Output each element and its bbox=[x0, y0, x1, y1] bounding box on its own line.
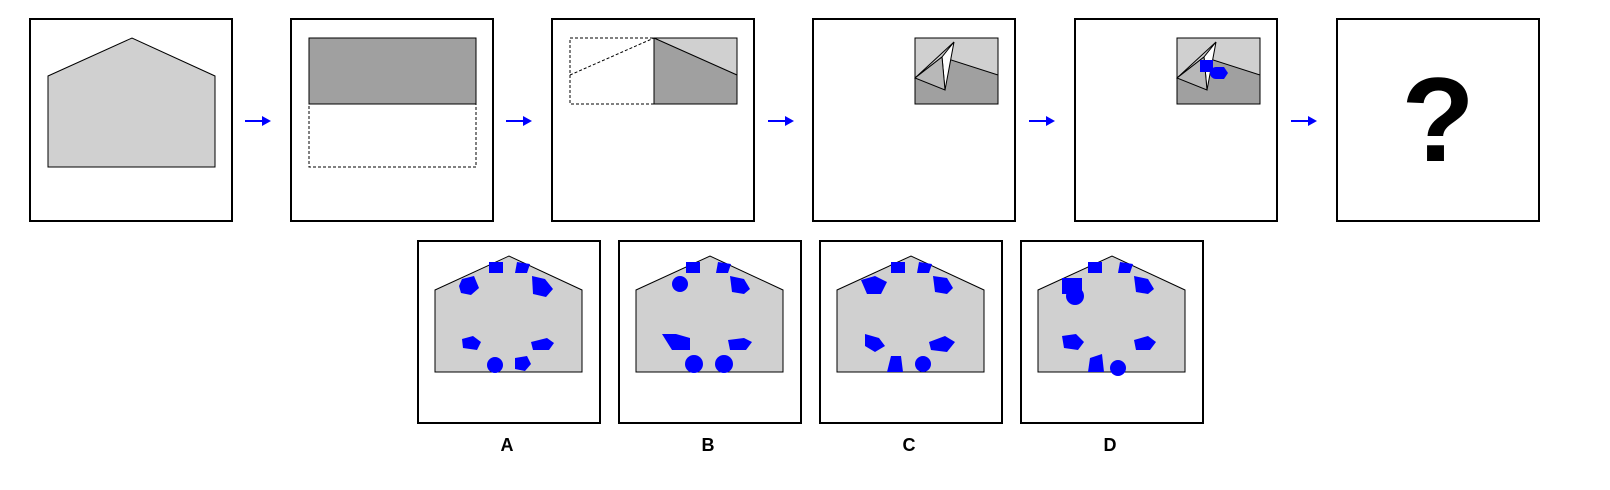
pentagon-paper bbox=[47, 37, 216, 168]
option-c-panel[interactable] bbox=[819, 240, 1003, 424]
punched-hole-icon bbox=[662, 262, 752, 373]
fold-step-2 bbox=[308, 37, 477, 168]
punched-hole-icon bbox=[1062, 262, 1156, 376]
question-mark: ? bbox=[1401, 53, 1475, 187]
option-c-label: C bbox=[902, 435, 916, 455]
right-arrow-icon bbox=[245, 116, 271, 126]
option-d-label: D bbox=[1103, 435, 1117, 455]
step-3-panel bbox=[551, 18, 755, 222]
option-a-label: A bbox=[500, 435, 514, 455]
step-2-panel bbox=[290, 18, 494, 222]
punched-hole-icon bbox=[459, 262, 554, 373]
right-arrow-icon bbox=[506, 116, 532, 126]
option-b-label: B bbox=[701, 435, 715, 455]
option-a-figure bbox=[434, 255, 583, 373]
right-arrow-icon bbox=[1029, 116, 1055, 126]
punched-hole-icon bbox=[1212, 67, 1228, 79]
step-4-panel bbox=[812, 18, 1016, 222]
right-arrow-icon bbox=[768, 116, 794, 126]
fold-step-4 bbox=[914, 37, 999, 105]
fold-step-3 bbox=[569, 37, 738, 105]
punched-hole-icon bbox=[1200, 60, 1213, 72]
right-arrow-icon bbox=[1291, 116, 1317, 126]
option-d-panel[interactable] bbox=[1020, 240, 1204, 424]
question-panel: ? bbox=[1336, 18, 1540, 222]
step-5-panel bbox=[1074, 18, 1278, 222]
step-1-panel bbox=[29, 18, 233, 222]
option-a-panel[interactable] bbox=[417, 240, 601, 424]
punched-hole-icon bbox=[861, 262, 955, 372]
fold-step-5 bbox=[1176, 37, 1261, 105]
option-b-panel[interactable] bbox=[618, 240, 802, 424]
option-c-figure bbox=[836, 255, 985, 373]
option-b-figure bbox=[635, 255, 784, 373]
option-d-figure bbox=[1037, 255, 1186, 376]
